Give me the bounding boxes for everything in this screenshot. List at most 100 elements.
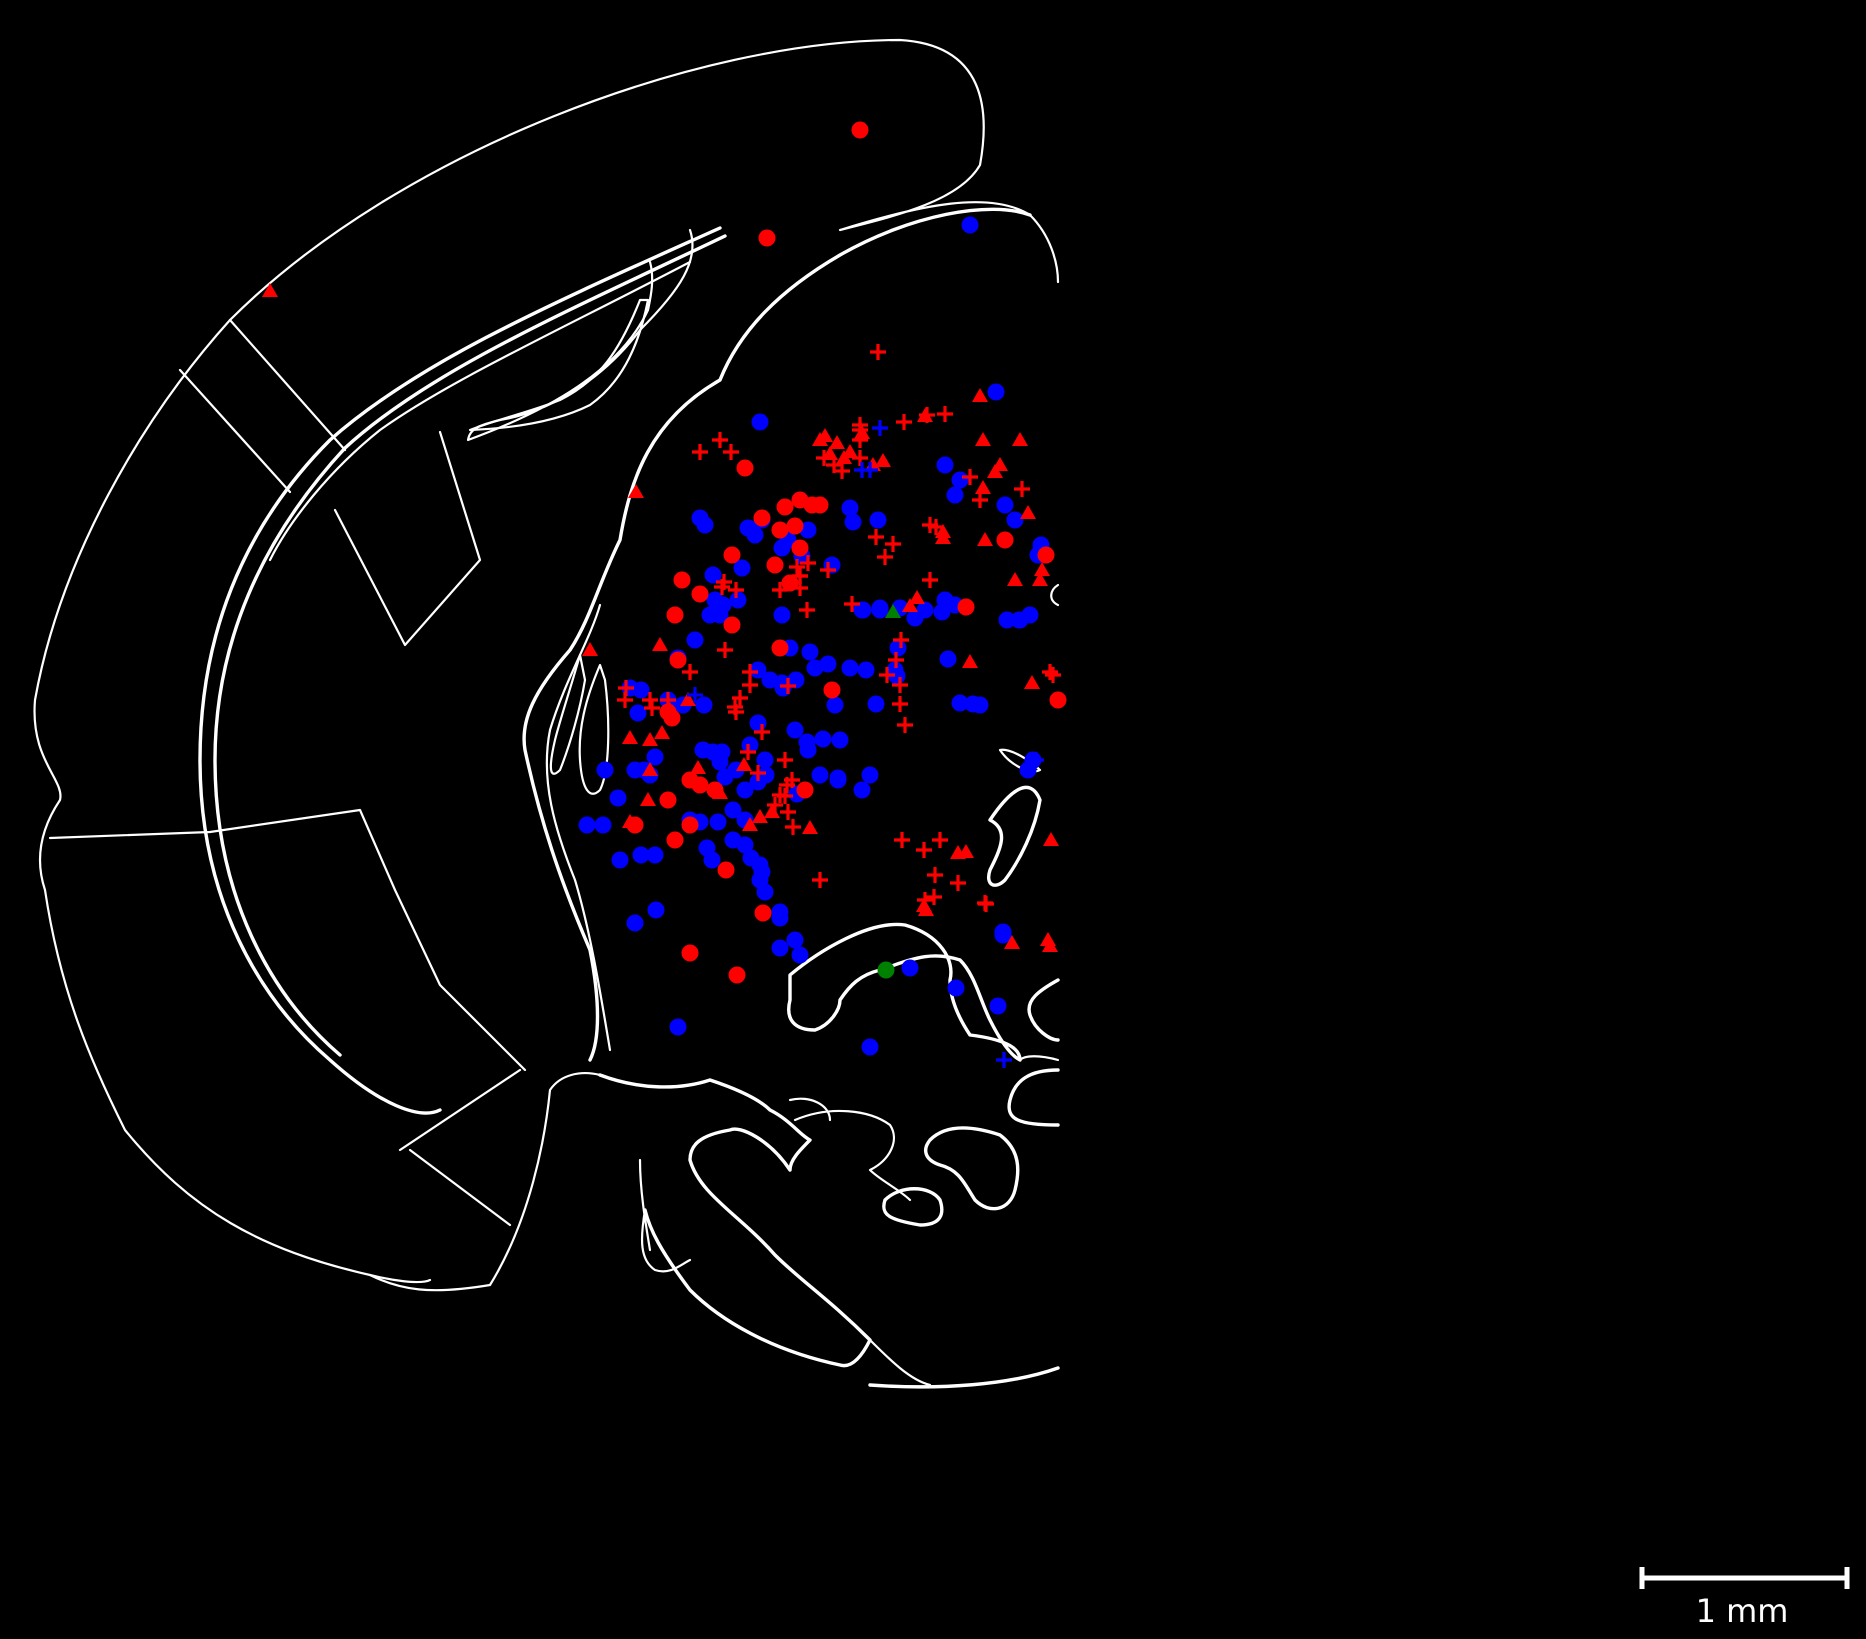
cell-markers <box>262 121 1067 1068</box>
red-triangle-marker <box>640 792 656 806</box>
cortical-boundary-5 <box>398 1068 522 1152</box>
blue-circle-marker <box>609 789 627 807</box>
anterior-commissure <box>793 1109 912 1202</box>
red-triangle-marker <box>642 732 658 746</box>
blue-circle-marker <box>751 413 769 431</box>
red-circle-marker <box>728 966 746 984</box>
red-plus-marker <box>780 804 796 820</box>
nucleus-outline-8 <box>1018 1055 1060 1062</box>
red-triangle-marker <box>829 435 845 449</box>
red-plus-marker <box>800 555 816 571</box>
red-circle-marker <box>754 904 772 922</box>
red-circle-marker <box>753 509 771 527</box>
white-matter-band-inner <box>213 234 727 1057</box>
atlas-outlines <box>33 38 1060 1389</box>
blue-circle-marker <box>594 816 612 834</box>
blue-circle-marker <box>632 681 650 699</box>
red-triangle-marker <box>1012 432 1028 446</box>
red-circle-marker <box>796 781 814 799</box>
red-plus-marker <box>926 889 942 905</box>
blue-circle-marker <box>711 753 729 771</box>
red-plus-marker <box>740 744 756 760</box>
red-circle-marker <box>736 459 754 477</box>
red-plus-marker <box>927 867 943 883</box>
ventral-outline-2 <box>638 1158 692 1273</box>
ventral-outline <box>598 1073 872 1368</box>
blue-circle-marker <box>801 643 819 661</box>
red-plus-marker <box>682 664 698 680</box>
blue-circle-marker <box>771 909 789 927</box>
red-plus-marker <box>777 752 793 768</box>
red-circle-marker <box>811 496 829 514</box>
blue-circle-marker <box>787 671 805 689</box>
blue-circle-marker <box>736 781 754 799</box>
red-circle-marker <box>791 539 809 557</box>
red-plus-marker <box>728 582 744 598</box>
red-circle-marker <box>669 651 687 669</box>
cortical-boundary-4 <box>48 808 527 1072</box>
blue-plus-marker <box>996 1052 1012 1068</box>
blue-circle-marker <box>773 606 791 624</box>
blue-circle-marker <box>756 883 774 901</box>
red-plus-marker <box>932 832 948 848</box>
red-circle-marker <box>666 831 684 849</box>
blue-circle-marker <box>626 914 644 932</box>
red-triangle-marker <box>736 757 752 771</box>
red-circle-marker <box>957 598 975 616</box>
red-plus-marker <box>1042 664 1058 680</box>
red-plus-marker <box>1014 481 1030 497</box>
blue-circle-marker <box>799 521 817 539</box>
red-plus-marker <box>852 450 868 466</box>
blue-circle-marker <box>867 695 885 713</box>
nucleus-outline-6 <box>1027 978 1060 1042</box>
blue-circle-marker <box>826 696 844 714</box>
blue-circle-marker <box>773 539 791 557</box>
red-plus-marker <box>893 632 909 648</box>
red-triangle-marker <box>977 532 993 546</box>
blue-circle-marker <box>1006 511 1024 529</box>
red-plus-marker <box>750 765 766 781</box>
red-plus-marker <box>892 677 908 693</box>
ventral-boundary <box>868 1366 1060 1389</box>
blue-circle-marker <box>741 736 759 754</box>
red-circle-marker <box>996 531 1014 549</box>
red-plus-marker <box>894 832 910 848</box>
red-plus-marker <box>885 536 901 552</box>
red-plus-marker <box>754 724 770 740</box>
red-plus-marker <box>799 602 815 618</box>
red-circle-marker <box>666 606 684 624</box>
red-plus-marker <box>916 842 932 858</box>
nucleus-outline-7 <box>1007 1068 1060 1127</box>
blue-circle-marker <box>729 591 747 609</box>
blue-circle-marker <box>798 733 816 751</box>
blue-circle-marker <box>951 471 969 489</box>
blue-circle-marker <box>749 714 767 732</box>
blue-circle-marker <box>696 516 714 534</box>
red-triangle-marker <box>975 480 991 494</box>
red-plus-marker <box>816 450 832 466</box>
blue-circle-marker <box>857 661 875 679</box>
red-plus-marker <box>712 432 728 448</box>
red-circle-marker <box>659 791 677 809</box>
red-triangle-marker <box>1040 932 1056 946</box>
blue-circle-marker <box>831 731 849 749</box>
red-plus-marker <box>897 717 913 733</box>
cortical-boundary-3 <box>333 430 482 647</box>
blue-circle-marker <box>669 1018 687 1036</box>
red-plus-marker <box>660 692 676 708</box>
red-triangle-marker <box>875 453 891 467</box>
red-triangle-marker <box>662 702 678 716</box>
blue-plus-marker <box>687 687 703 703</box>
red-triangle-marker <box>950 845 966 859</box>
nucleus-outline-3 <box>882 1187 944 1227</box>
red-triangle-marker <box>1034 562 1050 576</box>
blue-circle-marker <box>756 751 774 769</box>
red-plus-marker <box>780 678 796 694</box>
red-circle-marker <box>766 556 784 574</box>
blue-circle-marker <box>733 559 751 577</box>
blue-circle-marker <box>933 603 951 621</box>
blue-circle-marker <box>906 609 924 627</box>
blue-circle-marker <box>786 721 804 739</box>
blue-circle-marker <box>724 801 742 819</box>
